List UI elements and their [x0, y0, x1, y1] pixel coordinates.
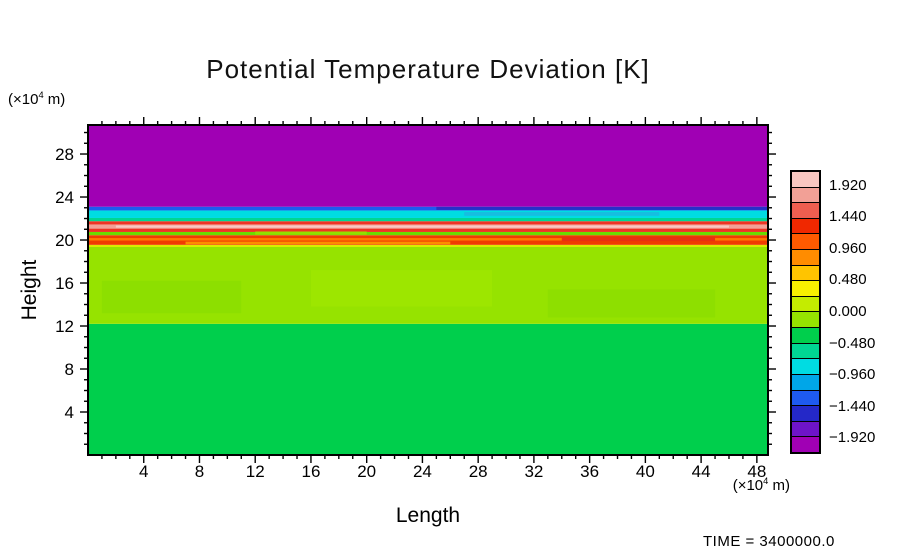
heatmap-band — [88, 217, 768, 222]
x-tick-label: 16 — [301, 462, 320, 481]
heatmap-band — [88, 231, 768, 236]
x-axis-unit-rest: m) — [768, 477, 790, 494]
heatmap-band — [88, 210, 768, 218]
colorbar-label: 0.000 — [829, 303, 867, 320]
heatmap-patch — [185, 241, 451, 245]
heatmap-patch — [547, 289, 716, 318]
colorbar-segment — [792, 342, 819, 359]
heatmap-patch — [310, 270, 493, 307]
x-axis-label: Length — [395, 504, 461, 527]
chart-title: Potential Temperature Deviation [K] — [206, 54, 650, 84]
colorbar-segment — [792, 233, 819, 250]
time-label: TIME = 3400000.0 — [703, 533, 835, 550]
colorbar-segment — [792, 358, 819, 374]
y-axis-unit: (×104 m) — [8, 90, 65, 108]
colorbar-segment — [792, 202, 819, 218]
heatmap-patch — [561, 236, 716, 242]
colorbar-segment — [792, 311, 819, 328]
colorbar-segment — [792, 295, 819, 312]
heatmap-patch — [88, 238, 768, 241]
heatmap-band — [88, 206, 768, 211]
x-tick-label: 28 — [469, 462, 488, 481]
x-tick-label: 12 — [246, 462, 265, 481]
colorbar-label: 1.440 — [829, 208, 867, 226]
colorbar-segment — [792, 186, 819, 203]
y-tick-label: 20 — [55, 231, 74, 250]
y-tick-label: 16 — [55, 274, 74, 293]
x-tick-label: 36 — [580, 462, 599, 481]
x-tick-label: 40 — [636, 462, 655, 481]
x-tick-label: 44 — [692, 462, 711, 481]
x-axis-unit-base: (×10 — [732, 477, 764, 494]
colorbar-label: −1.440 — [829, 397, 876, 415]
colorbar-label: −0.480 — [829, 334, 876, 352]
colorbar-segment — [792, 436, 819, 452]
x-axis-unit: (×104 m) — [640, 476, 790, 494]
colorbar-label: 0.480 — [829, 271, 867, 289]
colorbar — [790, 170, 821, 454]
colorbar-label: 1.920 — [829, 176, 867, 194]
y-tick-label: 8 — [65, 360, 74, 379]
colorbar-segment — [792, 373, 819, 390]
colorbar-segment — [792, 264, 819, 281]
colorbar-segment — [792, 405, 819, 421]
colorbar-labels: 1.920 1.440 0.960 0.480 0.000 −0.480 −0.960 −1.… — [829, 170, 901, 454]
x-tick-label: 24 — [413, 462, 432, 481]
colorbar-segment — [792, 327, 819, 343]
heatmap-bands — [88, 125, 768, 455]
x-tick-label: 4 — [139, 462, 148, 481]
colorbar-segment — [792, 420, 819, 437]
heatmap-band — [88, 244, 768, 248]
y-axis-unit-rest: m) — [43, 91, 66, 108]
x-tick-label: 32 — [524, 462, 543, 481]
heatmap-patch — [255, 231, 367, 235]
y-tick-label: 28 — [55, 145, 74, 164]
colorbar-segment — [792, 280, 819, 296]
x-tick-label: 8 — [195, 462, 204, 481]
colorbar-label: −0.960 — [829, 366, 876, 384]
colorbar-segment — [792, 217, 819, 234]
y-tick-label: 24 — [55, 188, 74, 207]
y-tick-label: 4 — [65, 403, 74, 422]
colorbar-segment — [792, 389, 819, 406]
colorbar-segment — [792, 172, 819, 187]
y-tick-label: 12 — [55, 317, 74, 336]
colorbar-segment — [792, 249, 819, 265]
x-tick-label: 48 — [747, 462, 766, 481]
colorbar-label: −1.920 — [829, 429, 876, 447]
x-axis-unit-exponent: 4 — [763, 476, 769, 486]
plot-border — [87, 124, 769, 456]
heatmap-band — [88, 125, 768, 207]
colorbar-label: 0.960 — [829, 239, 867, 257]
heatmap-band — [88, 323, 768, 455]
heatmap-patch — [115, 225, 729, 228]
y-axis-unit-base: (×10 — [8, 91, 39, 108]
y-axis-unit-exponent: 4 — [38, 90, 44, 100]
axis-ticks — [80, 117, 776, 463]
x-tick-label: 20 — [357, 462, 376, 481]
heatmap-patch — [101, 280, 242, 314]
heatmap-patch — [436, 206, 768, 210]
heatmap-patch — [464, 212, 660, 216]
